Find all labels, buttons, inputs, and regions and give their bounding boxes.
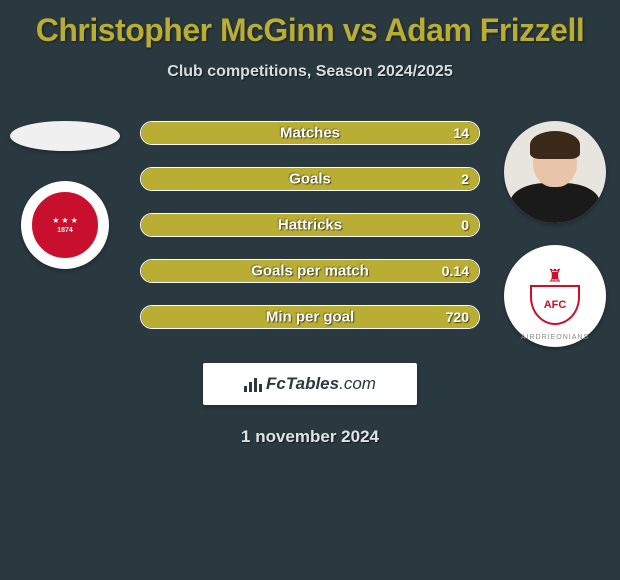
stat-value: 14 (453, 125, 469, 141)
stat-row-mpg: Min per goal 720 (140, 305, 480, 329)
bar-chart-icon (244, 376, 262, 392)
stat-row-gpm: Goals per match 0.14 (140, 259, 480, 283)
stat-label: Goals per match (251, 263, 369, 280)
afc-shield: ♜ AFC (530, 267, 580, 325)
player1-club-badge: ★ ★ ★ 1874 (21, 181, 109, 269)
avatar-body (510, 183, 600, 223)
player2-club-badge: ♜ AFC AIRDRIEONIANS (504, 245, 606, 347)
star-icon: ★ (52, 216, 59, 225)
avatar-hair (530, 131, 580, 159)
bar-outline: Goals 2 (140, 167, 480, 191)
hamilton-badge-inner: ★ ★ ★ 1874 (32, 192, 98, 258)
star-icon: ★ (61, 216, 68, 225)
stat-value: 720 (446, 309, 469, 325)
stat-value: 0 (461, 217, 469, 233)
badge-stars: ★ ★ ★ (52, 216, 78, 225)
brand-box: FcTables.com (203, 363, 417, 405)
brand-text: FcTables.com (266, 374, 376, 394)
stat-label: Hattricks (278, 217, 342, 234)
left-column: ★ ★ ★ 1874 (10, 121, 120, 269)
stat-value: 0.14 (442, 263, 469, 279)
afc-abbrev: AFC (530, 285, 580, 325)
stat-label: Goals (289, 171, 331, 188)
date-text: 1 november 2024 (0, 427, 620, 447)
rooster-icon: ♜ (530, 267, 580, 285)
star-icon: ★ (71, 216, 78, 225)
stat-value: 2 (461, 171, 469, 187)
bar-outline: Matches 14 (140, 121, 480, 145)
bar-outline: Hattricks 0 (140, 213, 480, 237)
stats-area: ★ ★ ★ 1874 Matches 14 Goals 2 (0, 121, 620, 351)
bar-outline: Min per goal 720 (140, 305, 480, 329)
right-column: ♜ AFC AIRDRIEONIANS (500, 121, 610, 347)
brand-suffix: .com (339, 374, 376, 393)
brand-name: FcTables (266, 374, 339, 393)
stat-row-hattricks: Hattricks 0 (140, 213, 480, 237)
stat-label: Min per goal (266, 309, 354, 326)
badge-year: 1874 (57, 227, 73, 234)
subtitle: Club competitions, Season 2024/2025 (0, 63, 620, 81)
player2-avatar (504, 121, 606, 223)
bar-outline: Goals per match 0.14 (140, 259, 480, 283)
stat-row-matches: Matches 14 (140, 121, 480, 145)
stat-bars: Matches 14 Goals 2 Hattricks 0 Goals per… (140, 121, 480, 351)
stat-label: Matches (280, 125, 340, 142)
afc-ring-text: AIRDRIEONIANS (521, 334, 589, 341)
player1-avatar-placeholder (10, 121, 120, 151)
stat-row-goals: Goals 2 (140, 167, 480, 191)
page-title: Christopher McGinn vs Adam Frizzell (0, 0, 620, 49)
